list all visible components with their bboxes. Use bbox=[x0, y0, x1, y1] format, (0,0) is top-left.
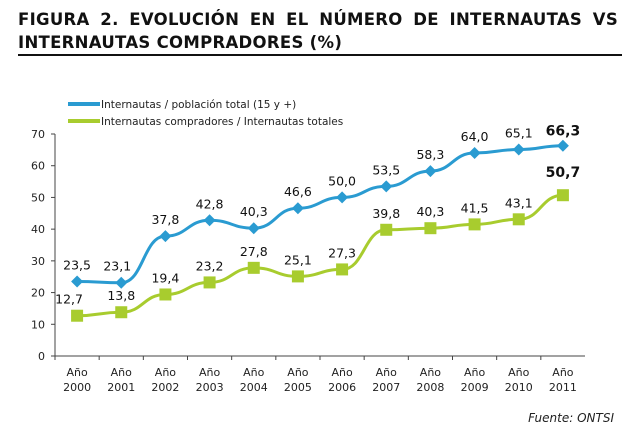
x-tick-label: 2003 bbox=[196, 381, 224, 394]
x-tick-label: 2009 bbox=[461, 381, 489, 394]
x-tick-label: 2002 bbox=[151, 381, 179, 394]
data-label: 64,0 bbox=[461, 129, 489, 144]
data-point-square bbox=[159, 288, 172, 301]
data-label: 41,5 bbox=[461, 200, 489, 215]
data-point-square bbox=[203, 276, 216, 289]
x-tick-label: Año bbox=[66, 366, 87, 379]
y-tick-label: 0 bbox=[38, 350, 45, 363]
data-label: 40,3 bbox=[240, 204, 268, 219]
x-tick-label: Año bbox=[243, 366, 264, 379]
data-label: 27,8 bbox=[240, 244, 268, 259]
figure-title: FIGURA 2. EVOLUCIÓN EN EL NÚMERO DE INTE… bbox=[18, 10, 618, 52]
data-point-diamond bbox=[203, 214, 216, 227]
data-point-square bbox=[512, 213, 525, 226]
source-note: Fuente: ONTSI bbox=[528, 411, 614, 425]
data-label: 66,3 bbox=[546, 124, 581, 140]
x-tick-label: Año bbox=[508, 366, 529, 379]
data-label: 13,8 bbox=[107, 288, 135, 303]
title-rule bbox=[18, 54, 622, 56]
data-label: 12,7 bbox=[55, 292, 83, 307]
y-tick-label: 40 bbox=[31, 223, 45, 236]
x-tick-label: Año bbox=[287, 366, 308, 379]
y-tick-label: 30 bbox=[31, 255, 45, 268]
data-label: 25,1 bbox=[284, 252, 312, 267]
data-label: 23,1 bbox=[103, 259, 131, 274]
data-point-diamond bbox=[424, 165, 437, 178]
data-label: 37,8 bbox=[151, 212, 179, 227]
y-tick-label: 70 bbox=[31, 128, 45, 141]
data-label: 42,8 bbox=[196, 196, 224, 211]
x-tick-label: Año bbox=[552, 366, 573, 379]
x-tick-label: 2004 bbox=[240, 381, 268, 394]
data-label: 23,2 bbox=[196, 258, 224, 273]
y-tick-label: 10 bbox=[31, 318, 45, 331]
x-tick-label: Año bbox=[199, 366, 220, 379]
data-point-diamond bbox=[380, 180, 393, 193]
data-label: 46,6 bbox=[284, 184, 312, 199]
x-tick-label: 2000 bbox=[63, 381, 91, 394]
data-point-square bbox=[424, 222, 437, 235]
data-label: 19,4 bbox=[151, 270, 179, 285]
x-tick-label: 2001 bbox=[107, 381, 135, 394]
data-label: 23,5 bbox=[63, 257, 91, 272]
data-point-diamond bbox=[71, 275, 84, 288]
data-label: 53,5 bbox=[372, 162, 400, 177]
data-point-diamond bbox=[556, 139, 569, 152]
data-point-diamond bbox=[291, 202, 304, 215]
data-point-diamond bbox=[247, 222, 260, 235]
data-label: 40,3 bbox=[416, 204, 444, 219]
data-point-diamond bbox=[336, 191, 349, 204]
data-point-diamond bbox=[512, 143, 525, 156]
x-tick-label: Año bbox=[376, 366, 397, 379]
data-point-square bbox=[71, 309, 84, 322]
legend-label: Internautas / población total (15 y +) bbox=[101, 99, 296, 111]
x-tick-label: Año bbox=[464, 366, 485, 379]
data-point-square bbox=[247, 261, 260, 274]
x-tick-label: Año bbox=[331, 366, 352, 379]
y-tick-label: 60 bbox=[31, 160, 45, 173]
series-line bbox=[77, 144, 563, 285]
data-point-square bbox=[115, 306, 128, 319]
data-label: 65,1 bbox=[505, 126, 533, 141]
series-line bbox=[77, 193, 564, 318]
data-point-square bbox=[380, 223, 393, 236]
x-tick-label: 2005 bbox=[284, 381, 312, 394]
x-tick-label: Año bbox=[420, 366, 441, 379]
data-point-diamond bbox=[115, 276, 128, 289]
data-point-diamond bbox=[159, 230, 172, 243]
y-tick-label: 50 bbox=[31, 191, 45, 204]
data-point-square bbox=[336, 263, 349, 276]
data-label: 39,8 bbox=[372, 206, 400, 221]
data-label: 27,3 bbox=[328, 245, 356, 260]
x-tick-label: 2006 bbox=[328, 381, 356, 394]
data-label: 50,7 bbox=[546, 165, 581, 181]
data-point-square bbox=[468, 218, 481, 231]
data-label: 50,0 bbox=[328, 173, 356, 188]
x-tick-label: 2011 bbox=[549, 381, 577, 394]
x-tick-label: 2007 bbox=[372, 381, 400, 394]
legend-label: Internautas compradores / Internautas to… bbox=[101, 116, 343, 128]
data-point-square bbox=[291, 270, 304, 283]
data-label: 58,3 bbox=[416, 147, 444, 162]
x-tick-label: Año bbox=[155, 366, 176, 379]
data-label: 43,1 bbox=[505, 195, 533, 210]
x-tick-label: 2008 bbox=[416, 381, 444, 394]
x-tick-label: 2010 bbox=[505, 381, 533, 394]
data-point-diamond bbox=[468, 147, 481, 160]
y-tick-label: 20 bbox=[31, 287, 45, 300]
x-tick-label: Año bbox=[111, 366, 132, 379]
data-point-square bbox=[556, 189, 569, 202]
